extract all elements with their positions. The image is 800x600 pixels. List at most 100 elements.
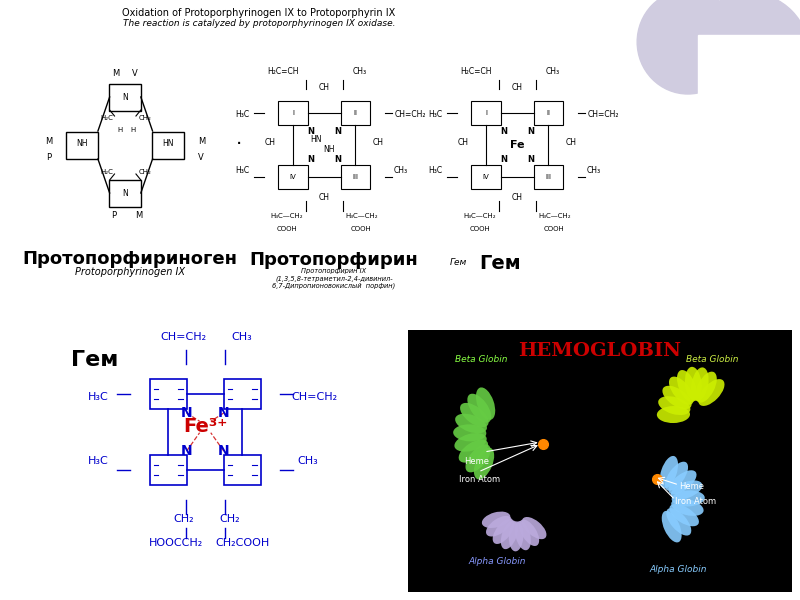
Ellipse shape: [474, 448, 494, 479]
Text: H₃C: H₃C: [428, 110, 442, 119]
Text: N: N: [181, 444, 193, 458]
Ellipse shape: [670, 504, 699, 526]
Text: HN: HN: [310, 136, 322, 145]
Ellipse shape: [486, 516, 512, 536]
Text: CH₃: CH₃: [546, 67, 559, 76]
Text: Oxidation of Protoporphyrinogen IX to Protoporphyrin IX: Oxidation of Protoporphyrinogen IX to Pr…: [122, 8, 395, 18]
Text: Гемоглобин: Гемоглобин: [538, 576, 662, 594]
Text: N: N: [218, 444, 230, 458]
Text: Heme: Heme: [465, 457, 490, 466]
Text: CH₃: CH₃: [393, 166, 407, 175]
Text: N: N: [122, 188, 128, 197]
Text: H₃C—CH₂: H₃C—CH₂: [345, 213, 378, 219]
Ellipse shape: [685, 367, 702, 401]
Text: CH: CH: [512, 83, 522, 92]
Ellipse shape: [666, 508, 691, 536]
Bar: [534, 165, 563, 189]
Ellipse shape: [509, 521, 523, 551]
Ellipse shape: [482, 512, 510, 528]
Text: N: N: [334, 127, 342, 136]
Bar: [278, 165, 307, 189]
Bar: [152, 131, 184, 158]
Ellipse shape: [453, 424, 486, 442]
Text: N: N: [334, 154, 342, 163]
Ellipse shape: [669, 470, 697, 494]
Text: Гем: Гем: [70, 350, 118, 370]
Bar: [109, 83, 142, 110]
Ellipse shape: [522, 517, 546, 539]
Text: Alpha Globin: Alpha Globin: [469, 557, 526, 566]
Text: III: III: [352, 174, 358, 180]
Ellipse shape: [466, 445, 490, 472]
Text: CH: CH: [458, 138, 469, 147]
Text: N: N: [527, 127, 534, 136]
Text: CH₂: CH₂: [219, 514, 240, 524]
Ellipse shape: [662, 511, 682, 542]
Text: CH: CH: [512, 193, 522, 202]
Ellipse shape: [519, 520, 539, 546]
Text: Beta Globin: Beta Globin: [686, 355, 738, 364]
Text: II: II: [546, 110, 550, 116]
Text: CH₃: CH₃: [298, 456, 318, 466]
Circle shape: [689, 0, 800, 117]
Text: Alpha Globin: Alpha Globin: [650, 565, 707, 574]
Ellipse shape: [458, 440, 488, 463]
Ellipse shape: [670, 481, 702, 499]
Text: H₃C—CH₂: H₃C—CH₂: [464, 213, 497, 219]
Text: H₂C=CH: H₂C=CH: [461, 67, 492, 76]
Text: H₃C: H₃C: [428, 166, 442, 175]
Bar: [224, 379, 261, 409]
Bar: [471, 101, 501, 125]
Ellipse shape: [460, 403, 489, 427]
Text: V: V: [132, 70, 138, 79]
Text: N: N: [307, 127, 314, 136]
Text: H: H: [130, 127, 136, 133]
Ellipse shape: [691, 367, 709, 401]
Ellipse shape: [669, 377, 694, 405]
Bar: [408, 330, 792, 592]
Bar: [150, 455, 186, 485]
Ellipse shape: [671, 499, 703, 516]
Bar: [341, 165, 370, 189]
Text: Protoporphyrinogen IX: Protoporphyrinogen IX: [75, 267, 185, 277]
Text: CH: CH: [265, 138, 276, 147]
Text: N: N: [181, 406, 193, 420]
Ellipse shape: [660, 456, 678, 488]
Text: M: M: [198, 137, 205, 146]
Text: IV: IV: [482, 174, 490, 180]
Text: Fe³⁺: Fe³⁺: [183, 418, 227, 437]
Text: Heme: Heme: [679, 482, 704, 491]
Bar: [698, 35, 800, 120]
Text: COOH: COOH: [470, 226, 490, 232]
Ellipse shape: [493, 519, 514, 544]
Ellipse shape: [698, 379, 725, 406]
Text: CH₃: CH₃: [352, 67, 366, 76]
Text: Beta Globin: Beta Globin: [455, 355, 507, 364]
Text: COOH: COOH: [544, 226, 565, 232]
Text: Iron Atom: Iron Atom: [675, 497, 716, 506]
Text: CH₂: CH₂: [138, 169, 151, 175]
Text: COOH: COOH: [351, 226, 371, 232]
Bar: [66, 131, 98, 158]
Text: CH₂COOH: CH₂COOH: [215, 538, 270, 548]
Ellipse shape: [467, 394, 491, 423]
Ellipse shape: [672, 490, 705, 506]
Text: Гем: Гем: [450, 258, 467, 267]
Text: I: I: [485, 110, 487, 116]
Bar: [150, 379, 186, 409]
Text: NH: NH: [77, 139, 88, 148]
Text: M: M: [135, 211, 142, 220]
Text: H₂C: H₂C: [100, 115, 113, 121]
Text: II: II: [354, 110, 358, 116]
Circle shape: [637, 0, 738, 94]
Text: N: N: [307, 154, 314, 163]
Ellipse shape: [455, 414, 487, 433]
Text: M: M: [112, 70, 119, 79]
Bar: [534, 101, 563, 125]
Text: P: P: [46, 152, 52, 161]
Ellipse shape: [695, 371, 717, 403]
Ellipse shape: [677, 370, 697, 402]
Bar: [471, 165, 501, 189]
Text: H₃C: H₃C: [87, 392, 108, 402]
Text: CH: CH: [566, 138, 576, 147]
